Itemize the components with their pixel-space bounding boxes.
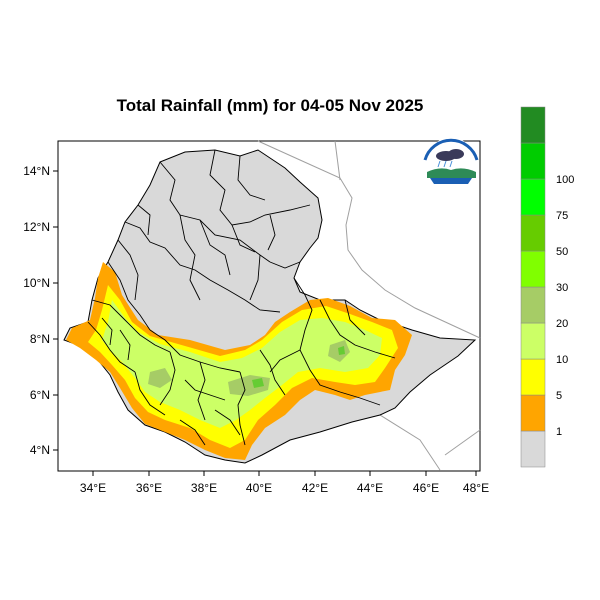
legend-swatch (520, 250, 546, 288)
map-title: Total Rainfall (mm) for 04-05 Nov 2025 (116, 96, 424, 115)
lat-tick-12: 12°N (23, 220, 50, 234)
rain-lightgreen (102, 300, 382, 428)
legend-swatch (520, 286, 546, 324)
axis-ticks (53, 170, 477, 476)
legend-swatch (520, 358, 546, 396)
lon-tick-38: 38°E (191, 481, 217, 495)
legend-label: 1 (556, 426, 562, 438)
lon-tick-48: 48°E (463, 481, 489, 495)
legend-label: 20 (556, 318, 568, 330)
legend-colorbar (520, 106, 546, 468)
legend-swatch (520, 394, 546, 432)
lat-tick-6: 6°N (30, 388, 50, 402)
admin-boundaries (87, 149, 396, 446)
legend-label: 30 (556, 282, 568, 294)
lat-tick-8: 8°N (30, 332, 50, 346)
legend-label: 10 (556, 354, 568, 366)
neighbour-borders (257, 140, 481, 471)
lat-tick-4: 4°N (30, 443, 50, 457)
legend-label: 100 (556, 174, 574, 186)
legend-swatch (520, 178, 546, 216)
legend-label: 5 (556, 390, 562, 402)
lon-tick-46: 46°E (413, 481, 439, 495)
legend-label: 50 (556, 246, 568, 258)
lat-tick-10: 10°N (23, 276, 50, 290)
lat-tick-14: 14°N (23, 164, 50, 178)
lon-tick-42: 42°E (302, 481, 328, 495)
rain-midgreen (252, 346, 345, 388)
lon-tick-44: 44°E (357, 481, 383, 495)
lon-tick-36: 36°E (136, 481, 162, 495)
lon-tick-34: 34°E (80, 481, 106, 495)
legend-swatch (520, 322, 546, 360)
legend-labels: 1 5 10 20 30 50 75 100 (556, 174, 574, 438)
lon-tick-40: 40°E (246, 481, 272, 495)
legend-swatch (520, 214, 546, 252)
legend-swatch (520, 430, 546, 468)
legend-label: 75 (556, 210, 568, 222)
meteorology-agency-logo (423, 138, 479, 194)
legend-swatch (520, 142, 546, 180)
legend-swatch (520, 106, 546, 144)
